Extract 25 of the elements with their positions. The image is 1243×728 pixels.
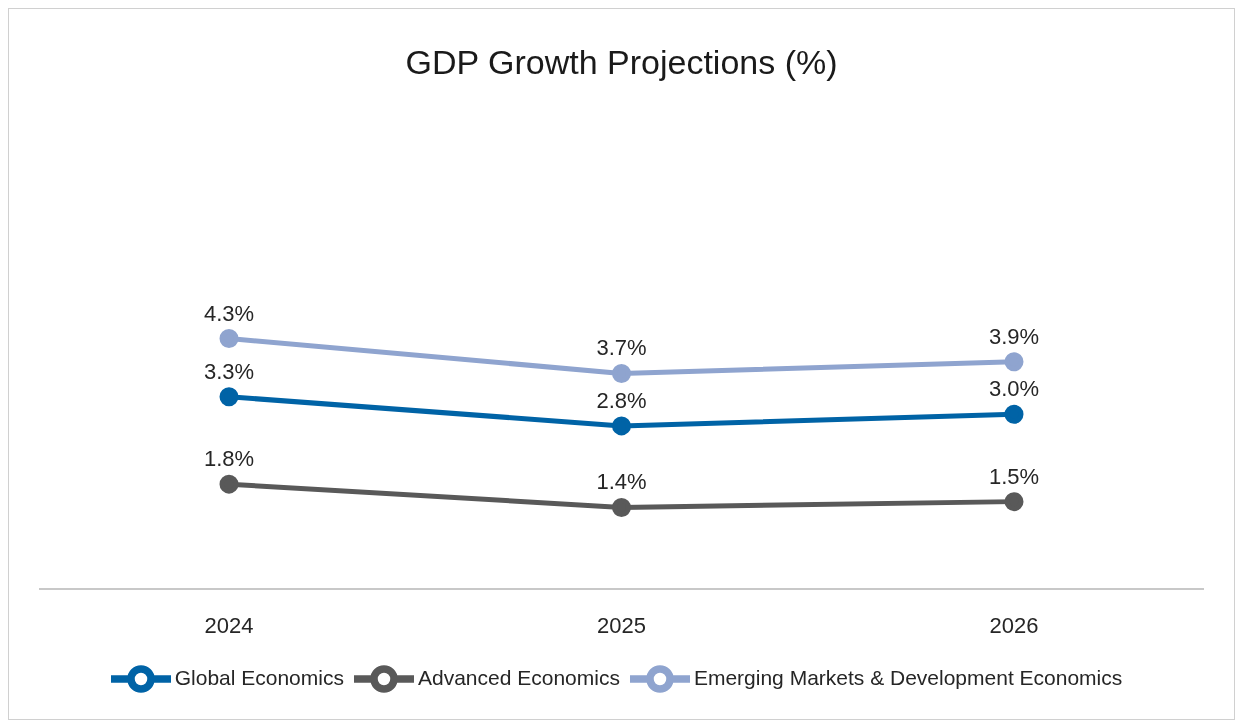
x-tick-label: 2024 [204,612,254,638]
point [1004,352,1024,372]
point [612,497,631,517]
data-label: 1.5% [988,463,1040,489]
point [612,363,631,383]
point [219,474,239,494]
data-label: 2.8% [596,387,647,413]
data-label: 3.0% [988,376,1040,402]
point [219,329,239,349]
legend-label: Global Economics [174,665,344,689]
point [1004,404,1024,424]
data-label: 1.8% [203,446,255,472]
chart-title: GDP Growth Projections (%) [404,42,839,83]
legend-label: Emerging Markets & Development Economics [693,665,1123,689]
x-tick-label: 2026 [989,612,1039,638]
x-tick-label: 2025 [597,612,646,638]
data-label: 3.9% [988,323,1040,349]
point [1004,492,1024,512]
data-label: 3.7% [596,335,647,361]
data-label: 4.3% [203,300,255,326]
point [612,416,631,436]
point [219,387,239,407]
legend-label: Advanced Economics [417,665,620,689]
data-label: 3.3% [203,358,255,384]
data-label: 1.4% [596,469,647,495]
